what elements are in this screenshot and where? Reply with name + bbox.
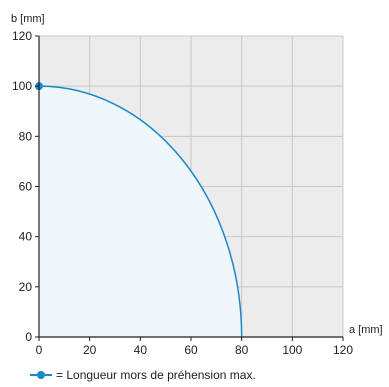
series-line: [38, 85, 243, 338]
y-tick-label: 80: [19, 129, 33, 143]
y-tick-label: 40: [19, 230, 33, 244]
x-tick-label: 40: [134, 343, 148, 357]
legend-text: = Longueur mors de préhension max.: [56, 368, 256, 382]
x-tick-label: 0: [36, 343, 43, 357]
x-tick-label: 80: [235, 343, 249, 357]
x-tick-label: 120: [333, 343, 353, 357]
y-tick-label: 0: [25, 330, 32, 344]
x-tick-label: 100: [282, 343, 302, 357]
y-tick-label: 120: [12, 29, 32, 43]
x-tick-label: 60: [184, 343, 198, 357]
legend-marker-icon: [30, 369, 52, 381]
x-tick-label: 20: [83, 343, 97, 357]
legend-dot: [37, 371, 45, 379]
legend: = Longueur mors de préhension max.: [30, 366, 380, 384]
x-axis-label: a [mm]: [349, 324, 383, 336]
y-tick-label: 20: [19, 280, 33, 294]
curve-fill-region: [39, 86, 242, 338]
y-axis-label: b [mm]: [11, 13, 45, 25]
y-tick-label: 60: [19, 180, 33, 194]
y-tick-label: 100: [12, 79, 32, 93]
